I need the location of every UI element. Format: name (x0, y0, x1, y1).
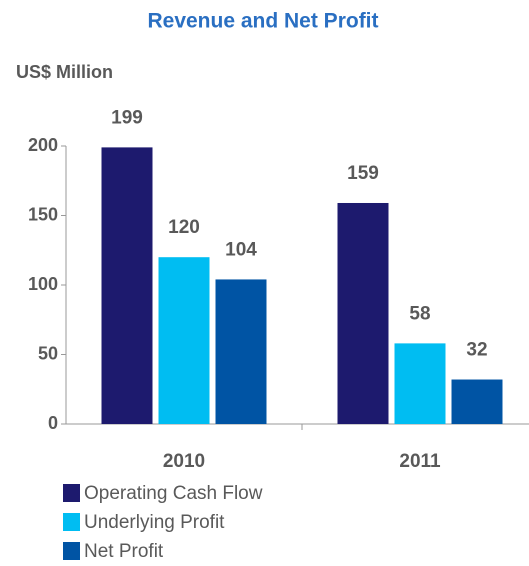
data-label: 32 (466, 340, 487, 361)
bar (101, 147, 153, 424)
chart-title: Revenue and Net Profit (147, 10, 378, 33)
x-tick-label: 2011 (399, 451, 441, 472)
data-label: 199 (111, 107, 143, 128)
data-label: 104 (225, 239, 257, 260)
bar (451, 379, 503, 424)
y-tick-label: 150 (28, 204, 58, 224)
bar (158, 257, 210, 424)
bar (394, 343, 446, 424)
data-label: 120 (168, 217, 200, 238)
y-tick-label: 50 (38, 343, 58, 363)
y-tick-label: 100 (28, 274, 58, 294)
bar (337, 202, 389, 424)
legend-swatch (63, 484, 80, 502)
legend-label: Operating Cash Flow (84, 483, 263, 504)
data-label: 58 (409, 303, 430, 324)
bar (215, 279, 267, 424)
legend-label: Underlying Profit (84, 512, 225, 533)
legend-swatch (63, 542, 80, 560)
y-axis-label: US$ Million (16, 62, 113, 82)
y-tick-label: 200 (28, 135, 58, 155)
legend-swatch (63, 513, 80, 531)
legend-label: Net Profit (84, 541, 164, 562)
y-tick-label: 0 (48, 413, 58, 433)
data-label: 159 (347, 163, 379, 184)
x-tick-label: 2010 (163, 451, 205, 472)
